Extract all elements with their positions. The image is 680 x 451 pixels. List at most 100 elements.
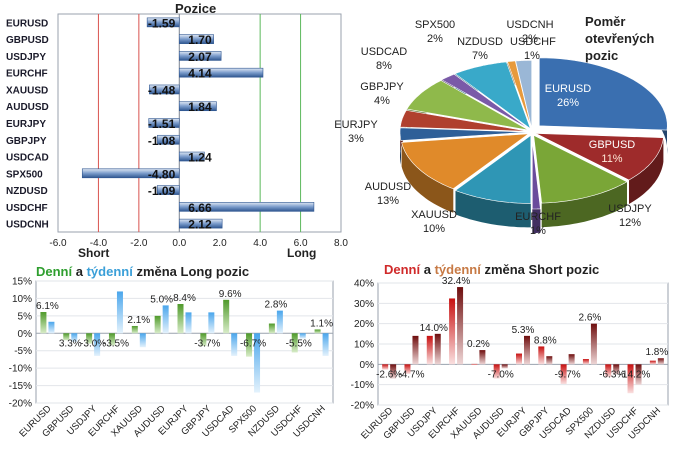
pie-value-eurjpy: 3% (348, 133, 364, 145)
short-change-title: Denní a týdenní změna Short pozic (384, 262, 599, 277)
bar-t-denn--gbpusd (71, 333, 78, 342)
y-tick-label: -10% (351, 380, 374, 391)
bar-denn--gbpusd (404, 364, 411, 374)
pie-slice-xauusd (454, 134, 532, 204)
bar-denn--usdchf (627, 364, 634, 394)
category-label-usdcnh: USDCNH (6, 220, 49, 231)
category-label-gbpusd: GBPUSD (6, 35, 49, 46)
data-label-usdjpy: -3.0% (80, 338, 106, 349)
data-label-eurjpy: 5.3% (512, 325, 535, 336)
value-label-eurjpy: -1.51 (148, 117, 176, 131)
position-bar-usdcnh (178, 218, 223, 229)
bar-t-denn--eurjpy (524, 335, 530, 365)
pie-value-eurchf: 1% (530, 225, 546, 237)
pie-label-gbpusd: GBPUSD (589, 139, 636, 151)
y-tick-label: -5% (14, 346, 32, 357)
position-bar-usdjpy (178, 51, 222, 61)
long-change-title: Denní a týdenní změna Long pozic (36, 264, 249, 279)
pie-slice-nzdusd (454, 61, 532, 130)
pie-label-usdjpy: USDJPY (608, 203, 652, 215)
data-label-eurusd: 6.1% (36, 301, 59, 312)
y-tick-label: 10% (354, 340, 374, 351)
bar-denn--usdchf (291, 333, 298, 353)
value-label-spx500: -4.80 (148, 167, 176, 181)
value-label-eurchf: 4.14 (188, 67, 212, 81)
title-part: a (72, 264, 86, 279)
y-tick-label: 30% (354, 299, 374, 310)
pie-chart: Poměr otevřených pozic EURUSD 26% GBPUSD 11… (334, 14, 668, 237)
bar-denn--spx500 (582, 359, 589, 365)
bar-denn--nzdusd (605, 364, 612, 378)
data-label-eurusd: -2.6% (376, 369, 402, 380)
position-bar-eurusd (146, 17, 180, 28)
position-bar-eurjpy (148, 118, 180, 128)
y-tick-label: 10% (12, 294, 32, 305)
pie-slice-usdcad (406, 80, 529, 131)
bar-denn--eurusd (382, 364, 389, 370)
title-part: změna Long pozic (133, 264, 249, 279)
category-label-spx500: SPX500 (6, 169, 43, 180)
pie-value-usdcad: 8% (376, 60, 392, 72)
data-label-eurjpy: 8.4% (173, 293, 196, 304)
short-annotation: Short (78, 246, 109, 260)
positions-plot-border (57, 13, 342, 233)
bar-t-denn--usdjpy (94, 333, 101, 356)
short-change-chart: Denní a týdenní změna Short pozic 40% 30%… (351, 262, 669, 442)
x-tick-label: -6.0 (49, 238, 67, 249)
pie-label-usdcnh: USDCNH (506, 19, 553, 31)
pie-slice-side-audusd (401, 142, 454, 213)
bar-t-denn--usdcnh (322, 333, 329, 356)
data-label-usdcad: 9.6% (219, 289, 242, 300)
data-label-gbpusd: -4.7% (398, 369, 424, 380)
pie-value-usdjpy: 12% (619, 217, 641, 229)
bar-denn--audusd (493, 364, 500, 379)
pie-title-line-2: otevřených (585, 31, 654, 46)
bar-t-denn--eurusd (48, 321, 55, 334)
data-label-gbpjpy: 8.8% (534, 335, 557, 346)
bar-denn--nzdusd (268, 323, 275, 334)
bar-denn--usdjpy (426, 335, 433, 365)
bar-denn--audusd (154, 315, 161, 334)
bar-t-denn--gbpjpy (208, 312, 215, 334)
data-label-eurchf: 32.4% (442, 276, 470, 287)
category-label-gbpjpy: GBPJPY (6, 136, 47, 147)
bar-t-denn--xauusd (479, 350, 486, 365)
bar-t-denn--gbpusd (412, 335, 419, 365)
pie-label-gbpjpy: GBPJPY (360, 81, 404, 93)
bar-t-denn--nzdusd (613, 364, 620, 375)
position-bar-xauusd (149, 84, 180, 95)
bar-t-denn--nzdusd (276, 310, 283, 334)
y-tick-label: -15% (9, 381, 32, 392)
pie-label-audusd: AUDUSD (365, 181, 412, 193)
pie-label-usdcad: USDCAD (361, 46, 408, 58)
bar-denn--spx500 (246, 333, 253, 357)
position-bar-nzdusd (156, 185, 180, 195)
x-tick-label: 4.0 (253, 238, 267, 249)
pie-value-xauusd: 10% (423, 223, 445, 235)
bar-t-denn--eurchf (116, 291, 123, 334)
y-tick-label: -20% (351, 401, 374, 412)
bar-t-denn--usdcad (231, 333, 238, 356)
pie-slice-side-xauusd (455, 190, 531, 228)
value-label-audusd: 1.84 (188, 100, 212, 114)
data-label-gbpusd: 3.3% (59, 338, 82, 349)
pie-value-eurusd: 26% (557, 97, 579, 109)
pie-title-line-1: Poměr (585, 14, 625, 29)
pie-value-usdchf: 1% (524, 50, 540, 62)
pie-label-eurjpy: EURJPY (334, 119, 378, 131)
bar-denn--gbpjpy (200, 333, 207, 347)
pie-value-usdcnh: 2% (522, 33, 538, 45)
pie-slice-gbpusd (535, 133, 664, 181)
x-tick-label: -4.0 (90, 238, 108, 249)
y-tick-label: 0% (18, 329, 33, 340)
pie-slice-spx500 (441, 73, 530, 130)
pie-slice-eurusd (539, 57, 668, 131)
value-label-gbpjpy: -1.08 (148, 134, 176, 148)
pie-title-line-3: pozic (585, 48, 618, 63)
value-label-xauusd: -1.48 (148, 83, 176, 97)
bar-t-denn--gbpjpy (546, 356, 553, 365)
bar-denn--usdcad (560, 364, 567, 385)
pie-slice-eurchf (532, 140, 541, 210)
pie-slice-gbpjpy (399, 109, 529, 132)
